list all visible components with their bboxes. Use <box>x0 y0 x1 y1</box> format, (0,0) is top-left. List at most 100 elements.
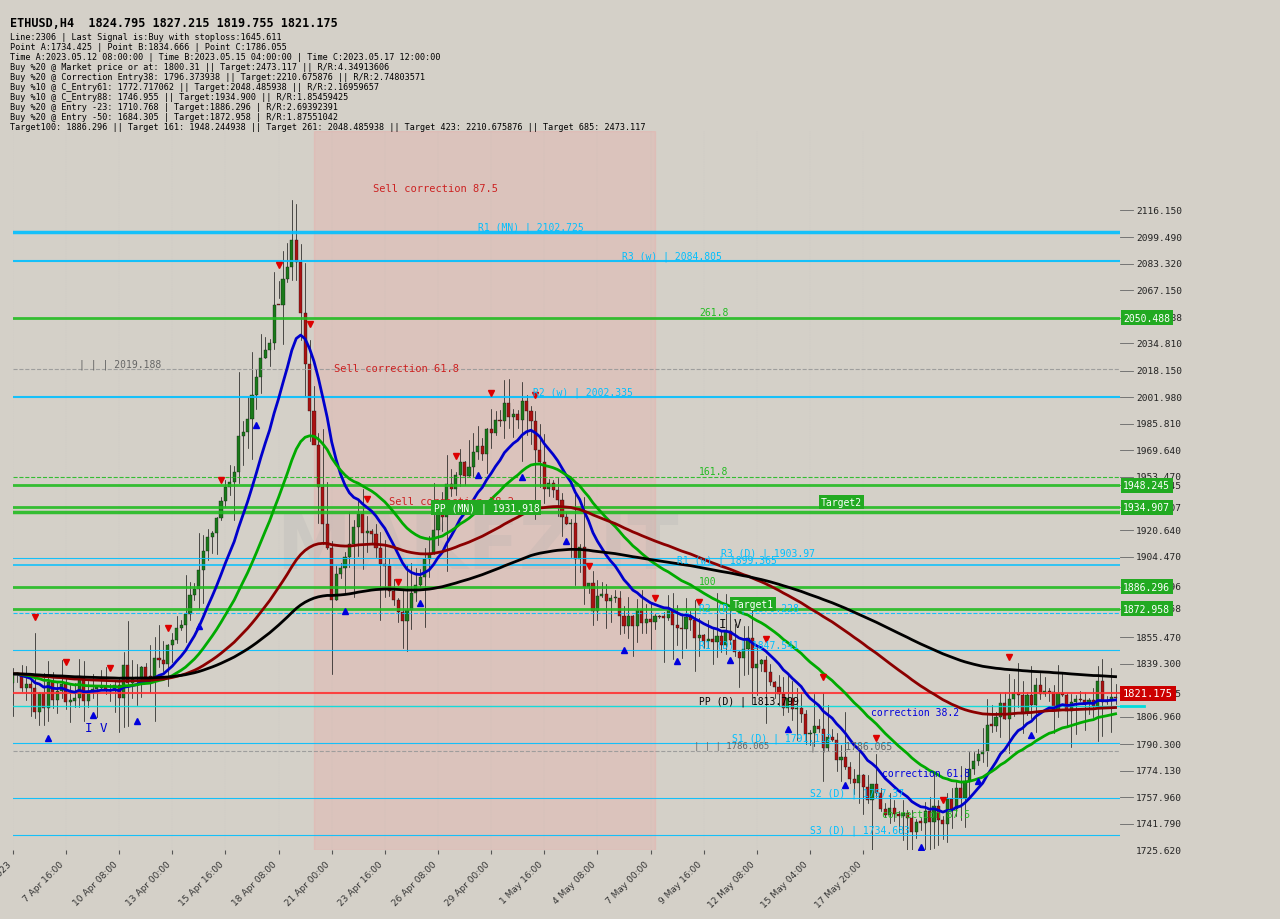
Bar <box>680 628 684 630</box>
Bar <box>166 645 169 664</box>
Bar <box>591 584 594 611</box>
Text: R1 (MN) | 2102.725: R1 (MN) | 2102.725 <box>477 222 584 233</box>
Text: Sell correction 61.8: Sell correction 61.8 <box>334 364 460 373</box>
Bar <box>818 726 820 729</box>
Bar <box>813 726 815 733</box>
Bar <box>375 534 378 549</box>
Bar <box>941 820 945 824</box>
Bar <box>977 754 979 761</box>
Bar <box>849 767 851 779</box>
Bar <box>777 687 781 695</box>
Text: I V: I V <box>84 721 108 734</box>
Bar <box>719 637 723 645</box>
Text: 1839.300: 1839.300 <box>1137 660 1181 668</box>
Bar <box>724 631 727 645</box>
Bar <box>662 617 666 618</box>
Bar <box>118 685 120 698</box>
Text: Buy %10 @ C_Entry61: 1772.717062 || Target:2048.485938 || R/R:2.16959657: Buy %10 @ C_Entry61: 1772.717062 || Targ… <box>10 83 379 92</box>
Bar <box>379 549 381 565</box>
Bar <box>530 411 532 421</box>
Text: 2083.320: 2083.320 <box>1137 260 1181 269</box>
Text: 1886.296: 1886.296 <box>1124 582 1170 592</box>
Bar <box>512 414 515 417</box>
Text: 2050.488: 2050.488 <box>1124 313 1170 323</box>
Bar <box>609 599 612 601</box>
Bar <box>760 661 763 664</box>
Bar <box>556 490 559 501</box>
Bar <box>339 569 342 574</box>
Bar <box>959 789 963 799</box>
Bar <box>228 482 232 488</box>
Bar <box>804 714 808 734</box>
Bar <box>826 738 829 749</box>
Text: 1934.907: 1934.907 <box>1124 503 1170 513</box>
Bar <box>622 617 626 626</box>
Bar <box>773 683 776 687</box>
Bar <box>334 574 338 600</box>
Bar <box>667 611 669 618</box>
Bar <box>874 785 878 793</box>
Bar <box>1061 693 1064 695</box>
Bar <box>449 485 453 489</box>
Bar <box>131 678 134 683</box>
Bar <box>1016 694 1020 696</box>
Bar <box>861 775 865 788</box>
Bar <box>285 267 289 279</box>
Text: Line:2306 | Last Signal is:Buy with stoploss:1645.611: Line:2306 | Last Signal is:Buy with stop… <box>10 33 282 42</box>
Bar <box>570 524 572 525</box>
Bar <box>676 625 678 629</box>
Bar <box>481 447 484 455</box>
Bar <box>534 421 536 450</box>
Bar <box>175 628 178 641</box>
Bar <box>91 689 93 691</box>
Text: 1948.245: 1948.245 <box>1137 482 1181 490</box>
Text: 1904.470: 1904.470 <box>1137 553 1181 562</box>
Bar <box>348 544 351 557</box>
Text: 2018.150: 2018.150 <box>1137 367 1181 376</box>
Bar <box>96 687 99 689</box>
Text: 1969.640: 1969.640 <box>1137 446 1181 455</box>
Bar <box>1039 686 1042 695</box>
Bar <box>809 733 812 734</box>
Text: Sell correction 87.5: Sell correction 87.5 <box>372 184 498 193</box>
Bar <box>728 631 732 640</box>
Bar <box>742 650 745 659</box>
Bar <box>224 488 227 502</box>
Bar <box>1092 700 1094 706</box>
Bar <box>82 678 86 701</box>
Bar <box>897 814 900 816</box>
Bar <box>1096 681 1100 706</box>
Bar <box>268 344 271 351</box>
Bar <box>317 445 320 488</box>
Text: 1872.958: 1872.958 <box>1137 605 1181 613</box>
Bar <box>273 305 275 344</box>
Bar <box>915 823 918 832</box>
Bar <box>463 462 466 476</box>
Bar <box>561 501 563 517</box>
Bar <box>122 664 125 698</box>
Bar <box>698 636 701 639</box>
Bar <box>946 800 948 824</box>
Text: 1741.790: 1741.790 <box>1137 819 1181 828</box>
Bar <box>870 785 873 800</box>
Bar <box>78 678 81 698</box>
Bar <box>604 595 608 601</box>
Text: 1774.130: 1774.130 <box>1137 766 1181 775</box>
Bar <box>489 430 493 433</box>
Bar <box>12 675 14 683</box>
Bar <box>649 619 652 623</box>
Bar <box>276 304 280 306</box>
Bar <box>928 811 931 822</box>
Bar <box>1052 692 1055 710</box>
Bar <box>206 538 209 552</box>
Bar <box>485 430 488 455</box>
Bar <box>1056 693 1060 710</box>
Text: 2001.980: 2001.980 <box>1137 393 1181 403</box>
Bar <box>525 401 529 411</box>
Bar <box>716 637 718 642</box>
Bar <box>543 462 545 490</box>
Bar <box>60 684 63 691</box>
Bar <box>321 488 324 525</box>
Bar <box>703 636 705 641</box>
Text: correction 38.2: correction 38.2 <box>870 708 959 717</box>
